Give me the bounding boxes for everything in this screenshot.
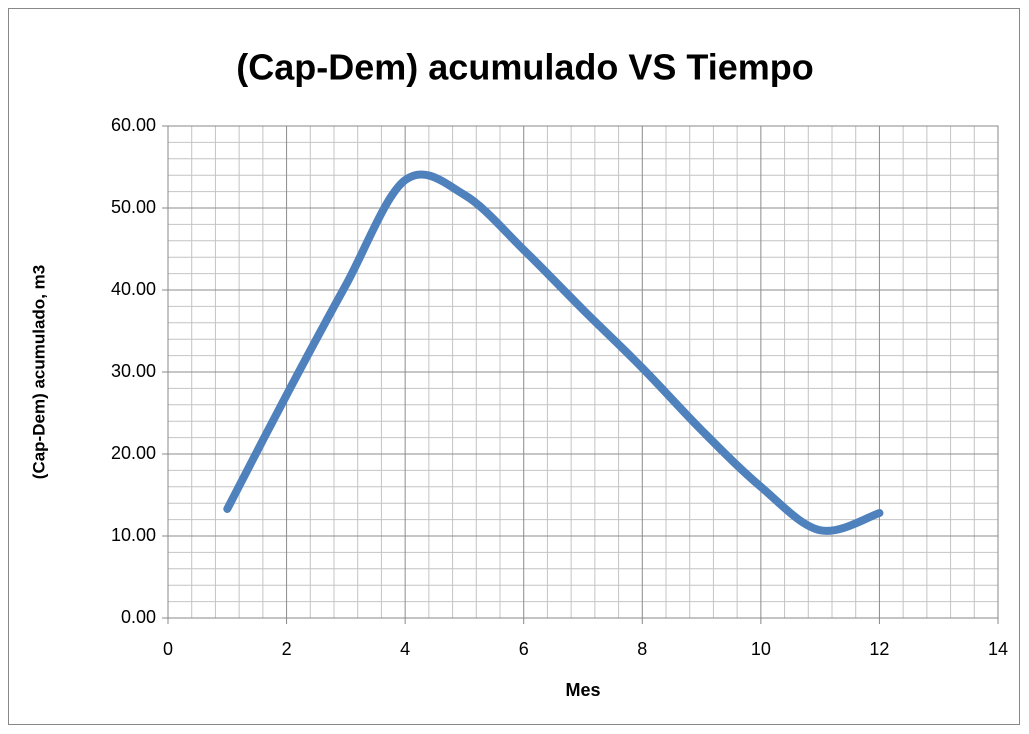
y-tick-label: 10.00	[111, 525, 156, 545]
y-tick-label: 40.00	[111, 279, 156, 299]
data-line	[223, 170, 884, 535]
chart-title: (Cap-Dem) acumulado VS Tiempo	[236, 47, 813, 88]
x-tick-label: 10	[751, 639, 771, 659]
x-tick-label: 12	[869, 639, 889, 659]
plot-border	[167, 125, 999, 619]
x-tick-label: 8	[637, 639, 647, 659]
y-tick-label: 60.00	[111, 115, 156, 135]
y-tick-label: 30.00	[111, 361, 156, 381]
x-tick-label: 4	[400, 639, 410, 659]
x-tick-label: 2	[282, 639, 292, 659]
y-tick-label: 0.00	[121, 607, 156, 627]
y-axis-label: (Cap-Dem) acumulado, m3	[29, 265, 48, 479]
y-tick-label: 50.00	[111, 197, 156, 217]
x-tick-label: 6	[519, 639, 529, 659]
x-axis-label: Mes	[565, 680, 600, 700]
x-tick-label: 0	[163, 639, 173, 659]
x-tick-label: 14	[988, 639, 1008, 659]
y-tick-label: 20.00	[111, 443, 156, 463]
